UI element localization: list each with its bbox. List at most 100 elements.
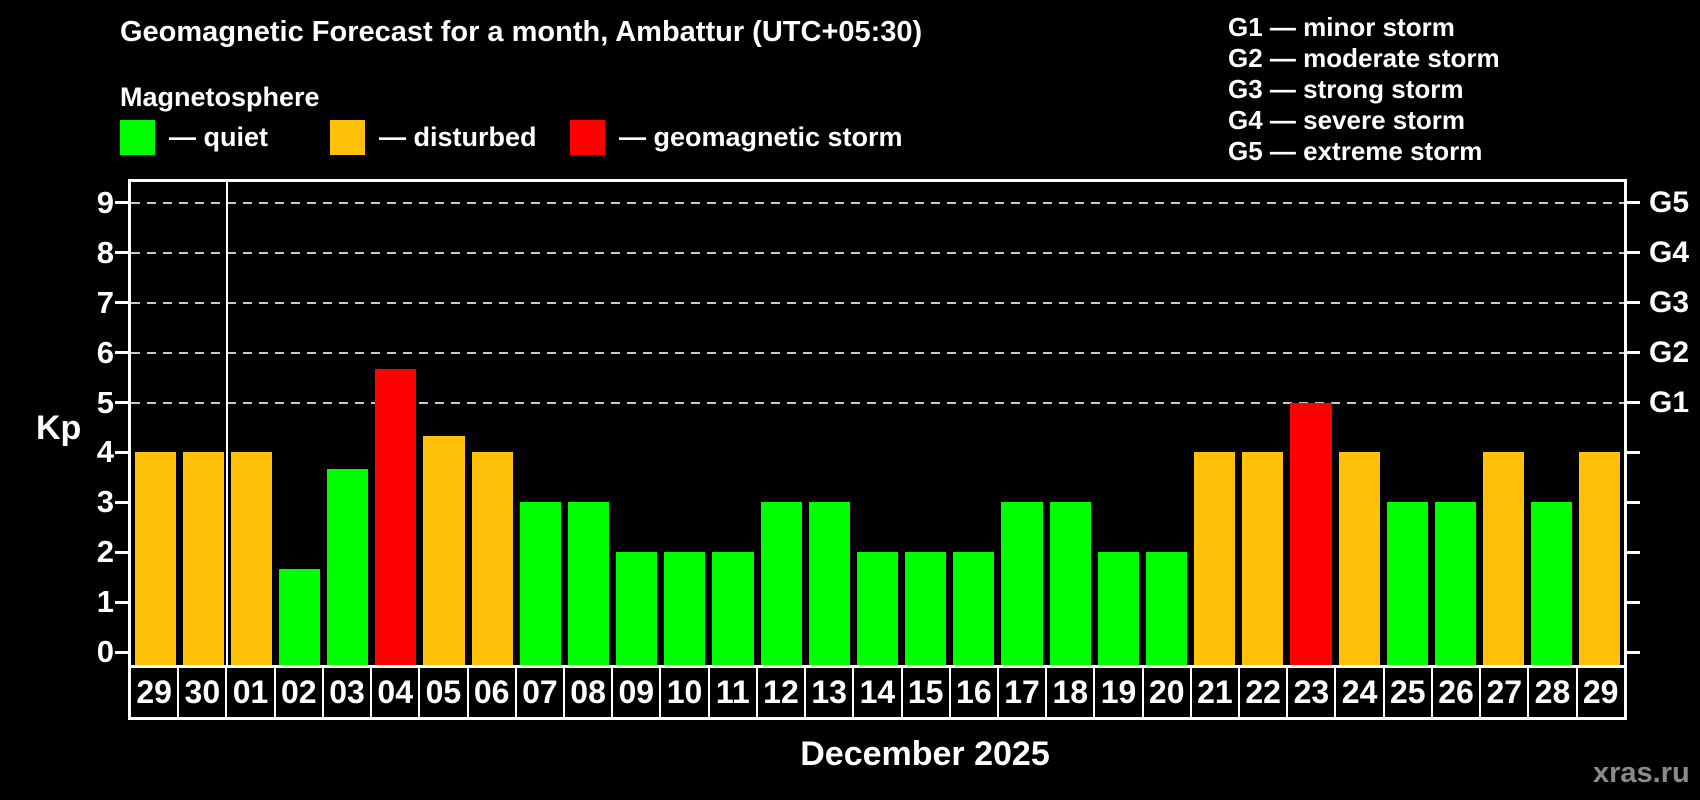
left-tick-kp8 xyxy=(115,251,128,255)
disturbed-color-swatch xyxy=(330,120,365,155)
g-legend-line: G1 — minor storm xyxy=(1228,12,1455,42)
right-tick-kp9 xyxy=(1627,201,1640,205)
day-label-17: 17 xyxy=(999,668,1048,717)
bar-day-08 xyxy=(567,502,610,665)
quiet-color-swatch xyxy=(120,120,155,155)
gridline-layer xyxy=(131,182,1624,665)
left-tick-kp2 xyxy=(115,550,128,554)
day-label-15: 15 xyxy=(903,668,951,717)
gridline-kp7 xyxy=(131,301,1624,304)
day-label-19: 19 xyxy=(1095,668,1144,717)
bar-day-01 xyxy=(230,452,272,665)
y-axis-label-3: 3 xyxy=(96,484,114,520)
watermark: xras.ru xyxy=(1593,757,1690,789)
legend-label-disturbed: — disturbed xyxy=(379,122,537,152)
y-axis-label-4: 4 xyxy=(96,434,114,470)
day-label-29: 29 xyxy=(131,668,180,717)
day-label-11: 11 xyxy=(710,668,758,717)
gridline-kp5 xyxy=(131,401,1624,404)
bar-day-18 xyxy=(1049,502,1091,665)
day-label-25: 25 xyxy=(1385,668,1433,717)
g-legend-line: G5 — extreme storm xyxy=(1228,136,1483,166)
day-label-30: 30 xyxy=(179,668,228,717)
day-label-12: 12 xyxy=(758,668,807,717)
day-label-24: 24 xyxy=(1336,668,1385,717)
bar-day-26 xyxy=(1434,502,1476,665)
left-tick-kp7 xyxy=(115,301,128,305)
bar-day-06 xyxy=(471,452,513,665)
bar-day-13 xyxy=(808,502,850,665)
right-tick-kp5 xyxy=(1627,401,1640,404)
right-tick-kp1 xyxy=(1627,600,1640,604)
left-tick-kp1 xyxy=(115,600,128,604)
y-axis-label-6: 6 xyxy=(96,334,114,370)
day-label-06: 06 xyxy=(469,668,517,717)
bar-day-04 xyxy=(375,369,417,665)
bar-day-16 xyxy=(953,552,995,665)
left-tick-kp3 xyxy=(115,500,128,504)
bar-day-28 xyxy=(1531,502,1573,665)
storm-color-swatch xyxy=(570,120,605,155)
day-label-05: 05 xyxy=(420,668,469,717)
right-tick-kp6 xyxy=(1627,351,1640,355)
g-legend-line: G2 — moderate storm xyxy=(1228,43,1500,73)
left-tick-kp9 xyxy=(115,201,128,205)
y-axis-title: Kp xyxy=(36,409,82,447)
y-axis-label-1: 1 xyxy=(96,584,114,620)
bar-day-11 xyxy=(712,552,754,665)
right-axis-label-G1: G1 xyxy=(1649,385,1690,419)
y-axis-label-9: 9 xyxy=(96,184,114,220)
bar-day-24 xyxy=(1338,452,1380,665)
bar-day-29 xyxy=(1579,452,1621,665)
day-label-09: 09 xyxy=(613,668,662,717)
day-label-21: 21 xyxy=(1192,668,1241,717)
day-label-08: 08 xyxy=(565,668,614,717)
day-label-07: 07 xyxy=(517,668,565,717)
day-label-04: 04 xyxy=(372,668,421,717)
legend-item-disturbed: — disturbed xyxy=(330,120,537,155)
right-axis-label-G5: G5 xyxy=(1649,185,1690,219)
right-tick-kp8 xyxy=(1627,251,1640,255)
left-tick-kp6 xyxy=(115,351,128,355)
bar-day-22 xyxy=(1242,452,1284,665)
bar-day-10 xyxy=(664,552,706,665)
day-label-10: 10 xyxy=(661,668,710,717)
bar-day-27 xyxy=(1483,452,1525,665)
chart-title: Geomagnetic Forecast for a month, Ambatt… xyxy=(120,16,923,48)
right-tick-kp7 xyxy=(1627,301,1640,305)
bar-day-02 xyxy=(278,568,321,665)
y-axis-label-0: 0 xyxy=(96,634,114,669)
legend-item-storm: — geomagnetic storm xyxy=(570,120,903,155)
bar-day-20 xyxy=(1145,552,1188,665)
day-label-23: 23 xyxy=(1288,668,1337,717)
gridline-kp6 xyxy=(131,351,1624,354)
bar-day-07 xyxy=(519,502,561,665)
day-label-14: 14 xyxy=(854,668,903,717)
day-label-16: 16 xyxy=(951,668,999,717)
chart-subtitle: Magnetosphere xyxy=(120,82,320,112)
right-axis-label-G4: G4 xyxy=(1649,235,1690,269)
bar-day-14 xyxy=(856,552,899,665)
day-label-18: 18 xyxy=(1047,668,1096,717)
g-scale-legend: G1 — minor storm G2 — moderate storm G3 — … xyxy=(1228,12,1500,167)
legend-label-quiet: — quiet xyxy=(169,122,268,152)
bar-day-03 xyxy=(327,468,369,665)
right-tick-kp2 xyxy=(1627,550,1640,554)
left-tick-kp5 xyxy=(115,401,128,404)
bar-day-12 xyxy=(760,502,802,665)
bar-day-29 xyxy=(134,452,176,665)
y-axis-label-8: 8 xyxy=(96,234,114,270)
day-label-01: 01 xyxy=(227,668,276,717)
gridline-kp9 xyxy=(131,201,1624,204)
bar-day-19 xyxy=(1097,552,1139,665)
day-label-20: 20 xyxy=(1144,668,1192,717)
y-axis-label-5: 5 xyxy=(96,384,114,420)
bars-layer xyxy=(131,182,1624,665)
bar-day-30 xyxy=(182,452,224,665)
y-axis-label-7: 7 xyxy=(96,284,114,320)
day-label-26: 26 xyxy=(1433,668,1482,717)
right-tick-kp0 xyxy=(1627,650,1640,654)
bar-day-21 xyxy=(1194,452,1236,665)
legend-item-quiet: — quiet xyxy=(120,120,268,155)
